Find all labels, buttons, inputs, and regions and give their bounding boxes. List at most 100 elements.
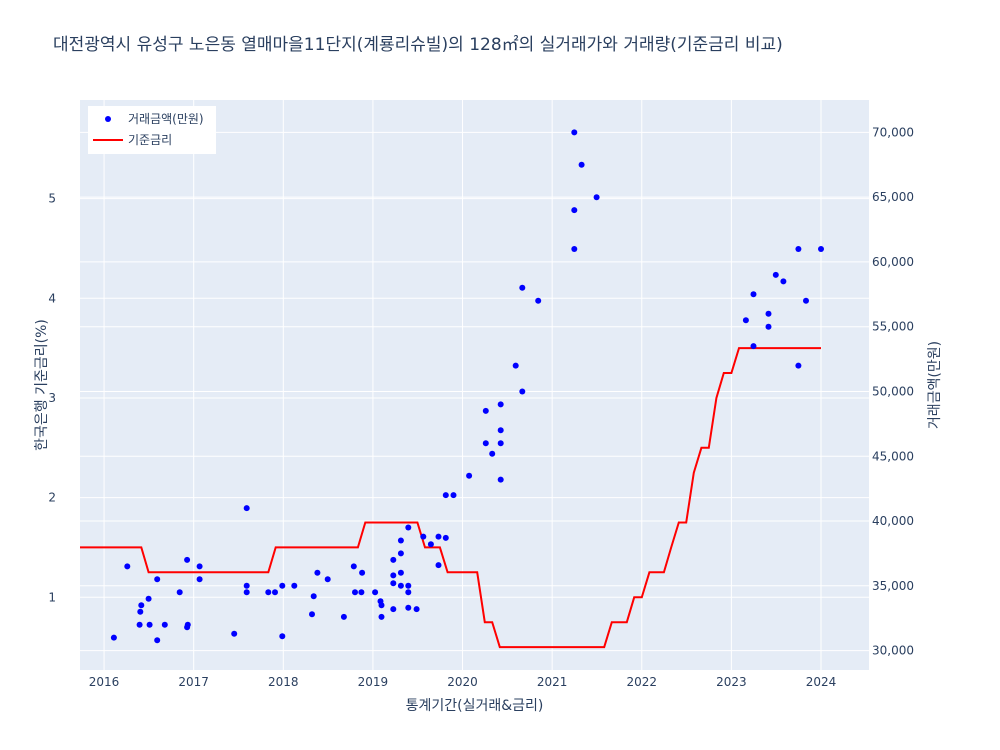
price-point <box>154 637 161 644</box>
price-point <box>405 582 412 589</box>
price-point <box>176 589 183 596</box>
price-point <box>450 492 457 499</box>
price-point <box>184 556 191 563</box>
price-point <box>390 556 397 563</box>
price-point <box>765 310 772 317</box>
price-point <box>405 524 412 531</box>
price-point <box>279 633 286 640</box>
price-point <box>161 621 168 628</box>
price-point <box>359 569 366 576</box>
price-point <box>750 291 757 298</box>
price-point <box>310 593 317 600</box>
price-point <box>442 534 449 541</box>
y-right-tick-label: 70,000 <box>872 125 914 139</box>
price-point <box>482 440 489 447</box>
price-point <box>358 589 365 596</box>
price-point <box>397 550 404 557</box>
price-point <box>390 606 397 613</box>
price-point <box>405 589 412 596</box>
plot-area <box>80 100 869 670</box>
price-point <box>184 621 191 628</box>
price-point <box>231 630 238 637</box>
legend-item-price[interactable]: 거래금액(만원) <box>105 112 204 126</box>
price-point <box>497 440 504 447</box>
price-point <box>497 427 504 434</box>
price-point <box>512 362 519 369</box>
price-point <box>378 613 385 620</box>
price-point <box>397 569 404 576</box>
price-point <box>340 613 347 620</box>
price-point <box>497 476 504 483</box>
price-point <box>818 246 824 252</box>
price-point <box>435 562 442 569</box>
price-point <box>314 569 321 576</box>
price-point <box>243 589 250 596</box>
y-right-tick-label: 60,000 <box>872 255 914 269</box>
legend: 거래금액(만원) 기준금리 <box>88 106 216 154</box>
y-right-tick-label: 55,000 <box>872 320 914 334</box>
price-point <box>145 595 152 602</box>
price-point <box>279 582 286 589</box>
price-point <box>593 194 600 201</box>
legend-label-price: 거래금액(만원) <box>128 112 204 126</box>
legend-label-rate: 기준금리 <box>128 133 172 147</box>
x-tick-label: 2024 <box>806 675 837 689</box>
price-point <box>146 621 153 628</box>
rate-line-layer <box>80 347 821 649</box>
price-point <box>397 537 404 544</box>
x-tick-label: 2019 <box>358 675 389 689</box>
price-point <box>742 317 749 324</box>
y-right-tick-label: 30,000 <box>872 644 914 658</box>
price-point <box>352 589 358 596</box>
x-tick-label: 2023 <box>716 675 747 689</box>
y-right-axis-title: 거래금액(만원) <box>927 341 943 429</box>
price-point <box>390 580 397 587</box>
x-tick-label: 2016 <box>89 675 120 689</box>
tick-labels: 2016 2017 2018 2019 2020 2021 2022 2023 2024 1 2 3 4… <box>48 125 914 689</box>
y-left-axis-title: 한국은행 기준금리(%) <box>34 319 50 451</box>
price-point <box>154 576 161 583</box>
price-point <box>435 533 442 540</box>
y-right-tick-label: 40,000 <box>872 514 914 528</box>
price-point <box>795 246 802 252</box>
price-point <box>413 606 420 613</box>
price-point <box>136 621 143 628</box>
price-point <box>405 604 412 611</box>
price-point <box>519 284 526 291</box>
x-tick-label: 2022 <box>626 675 657 689</box>
price-marker-layer <box>110 129 824 644</box>
y-left-tick-label: 2 <box>48 491 56 505</box>
price-point <box>265 589 272 596</box>
price-point <box>482 407 489 414</box>
grid <box>80 100 869 670</box>
price-point <box>795 362 802 369</box>
price-point <box>571 207 578 214</box>
price-point <box>780 278 787 285</box>
y-right-tick-label: 45,000 <box>872 449 914 463</box>
x-tick-label: 2020 <box>447 675 478 689</box>
rate-line <box>80 347 821 649</box>
price-point <box>466 472 473 479</box>
price-point <box>243 505 250 512</box>
legend-marker-icon <box>105 116 111 122</box>
legend-item-rate[interactable]: 기준금리 <box>93 133 172 147</box>
price-point <box>243 582 250 589</box>
y-right-tick-label: 65,000 <box>872 190 914 204</box>
price-point <box>535 297 542 304</box>
price-point <box>571 246 578 252</box>
price-point <box>124 563 131 570</box>
y-left-tick-label: 1 <box>48 590 56 604</box>
price-point <box>750 343 757 350</box>
price-point <box>578 161 585 168</box>
price-point <box>420 533 427 540</box>
price-point <box>427 541 434 548</box>
price-point <box>442 492 449 499</box>
price-point <box>772 271 779 278</box>
price-point <box>803 297 809 304</box>
price-point <box>350 563 357 570</box>
price-point <box>309 611 315 618</box>
price-point <box>765 323 772 330</box>
y-left-tick-label: 3 <box>48 391 56 405</box>
price-point <box>497 401 504 408</box>
